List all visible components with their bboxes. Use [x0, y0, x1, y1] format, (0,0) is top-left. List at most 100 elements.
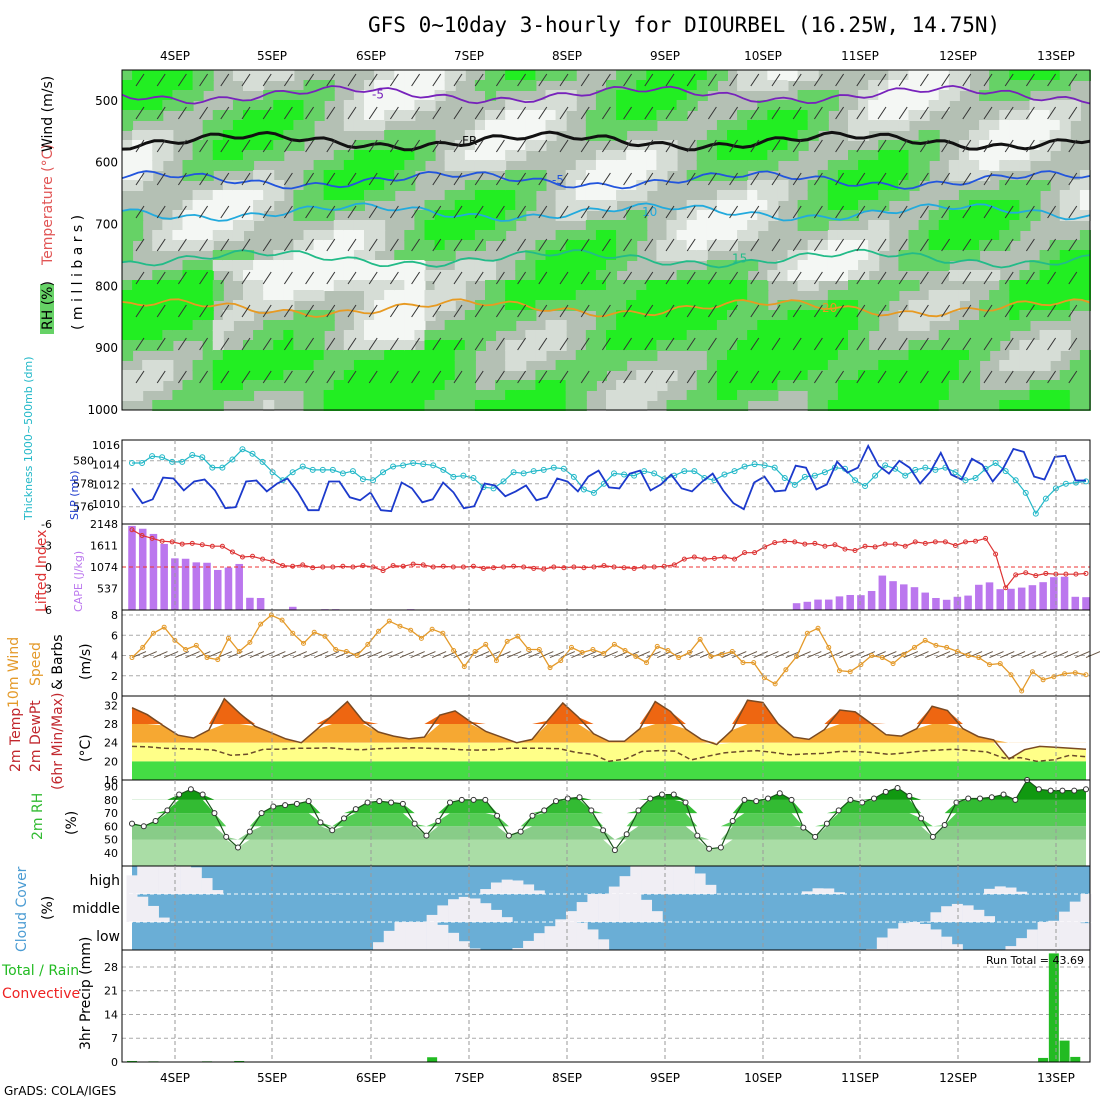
wind-barb — [389, 73, 399, 87]
rh-cell — [969, 400, 981, 411]
rh-cell — [1009, 200, 1021, 211]
rh-cell — [364, 150, 376, 161]
rh-cell — [868, 370, 880, 381]
wind-barb — [601, 304, 611, 318]
rh-cell — [1059, 340, 1071, 351]
thickness-point — [962, 477, 969, 484]
rh-cell — [293, 190, 305, 201]
rh-cell — [595, 200, 607, 211]
rh-cell — [555, 190, 567, 201]
rh-cell — [958, 230, 970, 241]
rh-cell — [364, 110, 376, 121]
rh-cell — [737, 330, 749, 341]
rh-cell — [878, 390, 890, 401]
rh-cell — [364, 170, 376, 181]
wind-barb — [771, 370, 781, 384]
rh-cell — [343, 220, 355, 231]
rh-cell — [353, 340, 365, 351]
rh-cell — [898, 400, 910, 411]
wind-barb — [474, 172, 484, 186]
rh-cell — [384, 330, 396, 341]
rh-cell — [737, 230, 749, 241]
rh-cell — [767, 110, 779, 121]
rh-cell — [918, 110, 930, 121]
rh-cell — [747, 390, 759, 401]
thickness-point — [791, 481, 798, 488]
rh-cell — [414, 240, 426, 251]
rh-cell — [898, 110, 910, 121]
rh-cell — [525, 380, 537, 391]
rh-cell — [1019, 180, 1031, 191]
rh-cell — [938, 350, 950, 361]
rh-cell — [535, 300, 547, 311]
wind-barb — [983, 370, 993, 384]
rh-cell — [636, 180, 648, 191]
rh-cell — [948, 70, 960, 81]
rh-cell — [303, 330, 315, 341]
rh-point — [223, 833, 230, 840]
rh-cell — [1019, 160, 1031, 171]
rh-cell — [374, 70, 386, 81]
rh-cell — [263, 100, 275, 111]
rh-cell — [535, 290, 547, 301]
cloud-gap — [1005, 946, 1017, 950]
rh-cell — [969, 150, 981, 161]
rh-cell — [1039, 270, 1051, 281]
wind-speed-point — [590, 646, 596, 652]
rh-cell — [434, 330, 446, 341]
rh-cell — [999, 80, 1011, 91]
rh-cell — [313, 80, 325, 91]
wind-barb — [389, 337, 399, 351]
cloud-gap — [930, 912, 942, 922]
lifted-index-point — [571, 564, 577, 570]
rh-point — [835, 807, 842, 814]
lifted-index-series — [131, 529, 1087, 590]
rh-cell — [858, 180, 870, 191]
rh-cell — [928, 150, 940, 161]
wind-speed-point — [954, 648, 960, 654]
rh-cell — [807, 260, 819, 271]
rh-cell — [686, 240, 698, 251]
rh-cell — [757, 350, 769, 361]
rh-cell — [787, 110, 799, 121]
rh-cell — [837, 350, 849, 361]
rh-cell — [263, 130, 275, 141]
rh-cell — [212, 120, 224, 131]
rh-cell — [212, 160, 224, 171]
rh-cell — [747, 160, 759, 171]
rh-cell — [424, 370, 436, 381]
rh-cell — [686, 170, 698, 181]
rh-cell — [283, 110, 295, 121]
rh-cell — [616, 380, 628, 391]
rh-cell — [1029, 270, 1041, 281]
thickness-point — [580, 486, 587, 493]
rh-cell — [1069, 360, 1081, 371]
thickness-point — [741, 463, 748, 470]
rh-cell — [394, 390, 406, 401]
rh-series — [131, 779, 1087, 852]
rh-cell — [686, 270, 698, 281]
rh-cell — [716, 140, 728, 151]
rh-cell — [747, 80, 759, 91]
rh-cell — [827, 230, 839, 241]
lifted-index-point — [621, 565, 627, 571]
lifted-index-point — [962, 539, 968, 545]
lifted-index-point — [952, 543, 958, 548]
wind-barb — [411, 106, 421, 120]
cloud-gap — [641, 899, 653, 922]
wind-barb — [241, 238, 251, 252]
rh-cell — [636, 120, 648, 131]
wind-label: 10m Wind — [6, 637, 22, 708]
wind-speed-label: Speed — [28, 642, 44, 686]
thickness-point — [410, 460, 417, 467]
rh-cell — [434, 360, 446, 371]
cloud-gap — [962, 905, 974, 922]
rh-cell — [142, 70, 154, 81]
rh-cell — [777, 380, 789, 391]
rh-cell — [686, 80, 698, 91]
wind-barb — [1068, 304, 1078, 318]
rh-cell — [837, 390, 849, 401]
wind-barb — [849, 651, 865, 659]
rh-cell — [394, 290, 406, 301]
rh-cell — [969, 170, 981, 181]
